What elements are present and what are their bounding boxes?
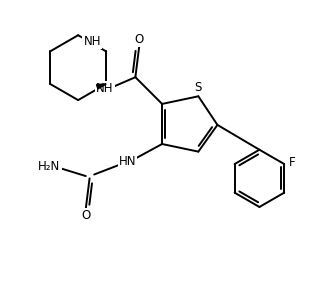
Text: NH: NH — [96, 82, 113, 95]
Text: F: F — [289, 156, 296, 169]
Text: HN: HN — [119, 155, 136, 168]
Text: H₂N: H₂N — [38, 160, 61, 173]
Text: O: O — [134, 33, 144, 46]
Text: NH: NH — [83, 35, 101, 48]
Text: O: O — [81, 209, 91, 222]
Text: S: S — [195, 82, 202, 94]
Polygon shape — [96, 84, 106, 89]
